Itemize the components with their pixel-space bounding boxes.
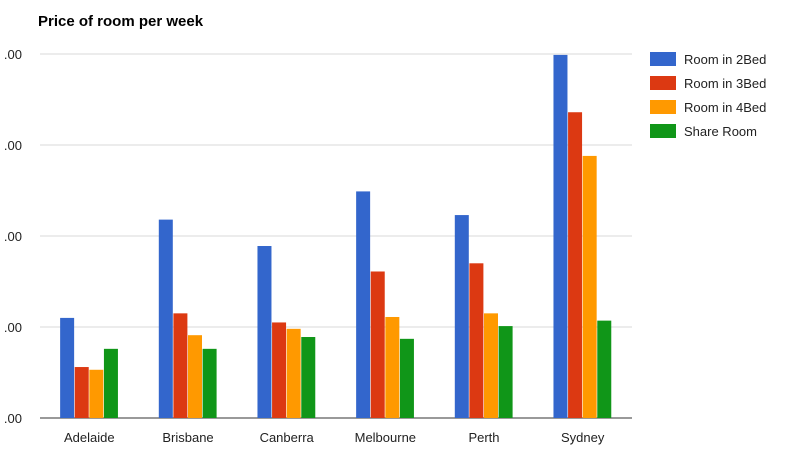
legend-label: Room in 3Bed [684,76,766,91]
bar-adelaide-share-room[interactable] [103,348,118,418]
bar-brisbane-room-in-3bed[interactable] [173,313,188,418]
bar-perth-room-in-3bed[interactable] [469,263,484,418]
legend-item[interactable]: Room in 3Bed [650,76,766,91]
bar-brisbane-room-in-4bed[interactable] [188,335,202,418]
bar-adelaide-room-in-4bed[interactable] [89,369,104,418]
bar-perth-room-in-2bed[interactable] [454,215,469,418]
legend-swatch [650,100,676,114]
chart-title: Price of room per week [38,13,204,30]
bar-canberra-room-in-2bed[interactable] [257,246,272,418]
legend-label: Share Room [684,124,757,139]
bar-canberra-room-in-4bed[interactable] [286,328,301,418]
x-category-label: Brisbane [162,430,213,445]
bar-adelaide-room-in-3bed[interactable] [74,367,89,418]
bar-canberra-share-room[interactable] [301,337,316,418]
bar-perth-share-room[interactable] [498,326,513,418]
y-axis-tick-labels: .00 .00 .00 .00 .00 [4,47,22,426]
bar-sydney-room-in-2bed[interactable] [553,54,568,418]
bar-melbourne-room-in-4bed[interactable] [385,316,400,418]
bar-perth-room-in-4bed[interactable] [484,313,498,418]
y-tick-label: .00 [4,411,22,426]
x-category-label: Adelaide [64,430,115,445]
bar-canberra-room-in-3bed[interactable] [272,322,287,418]
x-axis-category-labels: Adelaide Brisbane Canberra Melbourne Perth Sy… [64,430,605,445]
bar-brisbane-share-room[interactable] [202,348,217,418]
y-tick-label: .00 [4,229,22,244]
bar-melbourne-room-in-2bed[interactable] [356,191,371,418]
legend-label: Room in 4Bed [684,100,766,115]
x-category-label: Sydney [561,430,605,445]
y-tick-label: .00 [4,47,22,62]
legend-swatch [650,76,676,90]
legend[interactable]: Room in 2Bed Room in 3Bed Room in 4Bed Shar… [650,52,766,139]
bars [60,54,612,419]
x-category-label: Melbourne [355,430,416,445]
legend-label: Room in 2Bed [684,52,766,67]
bar-melbourne-room-in-3bed[interactable] [370,271,385,418]
legend-item[interactable]: Share Room [650,124,757,139]
bar-adelaide-room-in-2bed[interactable] [60,317,75,418]
bar-melbourne-share-room[interactable] [399,338,414,418]
legend-item[interactable]: Room in 2Bed [650,52,766,67]
x-category-label: Perth [468,430,499,445]
legend-swatch [650,124,676,138]
x-category-label: Canberra [260,430,315,445]
bar-sydney-share-room[interactable] [597,320,612,418]
legend-swatch [650,52,676,66]
bar-sydney-room-in-4bed[interactable] [582,155,597,419]
gridlines [40,53,632,419]
y-tick-label: .00 [4,320,22,335]
bar-sydney-room-in-3bed[interactable] [568,112,583,419]
bar-brisbane-room-in-2bed[interactable] [158,219,173,418]
y-tick-label: .00 [4,138,22,153]
legend-item[interactable]: Room in 4Bed [650,100,766,115]
